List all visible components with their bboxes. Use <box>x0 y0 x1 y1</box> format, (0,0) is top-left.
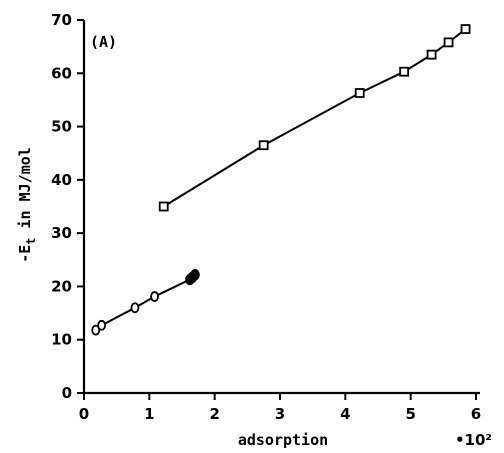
data-point-circle <box>150 291 159 302</box>
data-point-square <box>354 88 365 98</box>
data-point-square <box>399 66 410 77</box>
data-point-square <box>158 201 169 212</box>
x-tick-label: 1 <box>144 405 154 423</box>
data-point-square <box>460 24 471 34</box>
panel-label: (A) <box>90 33 117 51</box>
x-tick-label: 6 <box>471 405 481 423</box>
data-point-circle <box>91 324 101 336</box>
data-point-circle <box>130 302 140 314</box>
ticks <box>77 19 477 400</box>
data-point-filled-circle <box>190 268 200 281</box>
series-line <box>95 273 196 331</box>
data-point-square <box>258 140 269 151</box>
x-tick-label: 0 <box>79 405 89 423</box>
x-axis-multiplier: •10² <box>455 431 492 449</box>
axes <box>82 20 480 395</box>
y-tick-label: 60 <box>51 64 72 82</box>
series-line <box>163 28 467 208</box>
y-tick-label: 30 <box>51 224 72 242</box>
x-tick-label: 5 <box>405 405 415 423</box>
series-markers <box>91 24 471 336</box>
data-point-square <box>426 49 437 60</box>
x-tick-label: 4 <box>340 405 350 423</box>
y-tick-label: 0 <box>62 384 72 402</box>
y-tick-label: 20 <box>51 277 72 295</box>
y-axis-label-main: -E <box>16 245 34 263</box>
y-tick-label: 50 <box>51 118 72 136</box>
y-axis-label-rest: in MJ/mol <box>16 147 34 237</box>
y-axis-label-subscript: t <box>24 238 38 245</box>
y-tick-label: 10 <box>51 331 72 349</box>
y-axis-label: -Et in MJ/mol <box>16 147 38 263</box>
data-point-square <box>443 37 454 48</box>
data-point-circle <box>97 319 107 331</box>
x-tick-label: 2 <box>209 405 219 423</box>
x-tick-label: 3 <box>275 405 285 423</box>
y-tick-label: 70 <box>51 11 72 29</box>
y-tick-label: 40 <box>51 171 72 189</box>
x-axis-label: adsorption <box>238 431 328 449</box>
series-lines <box>95 28 467 331</box>
